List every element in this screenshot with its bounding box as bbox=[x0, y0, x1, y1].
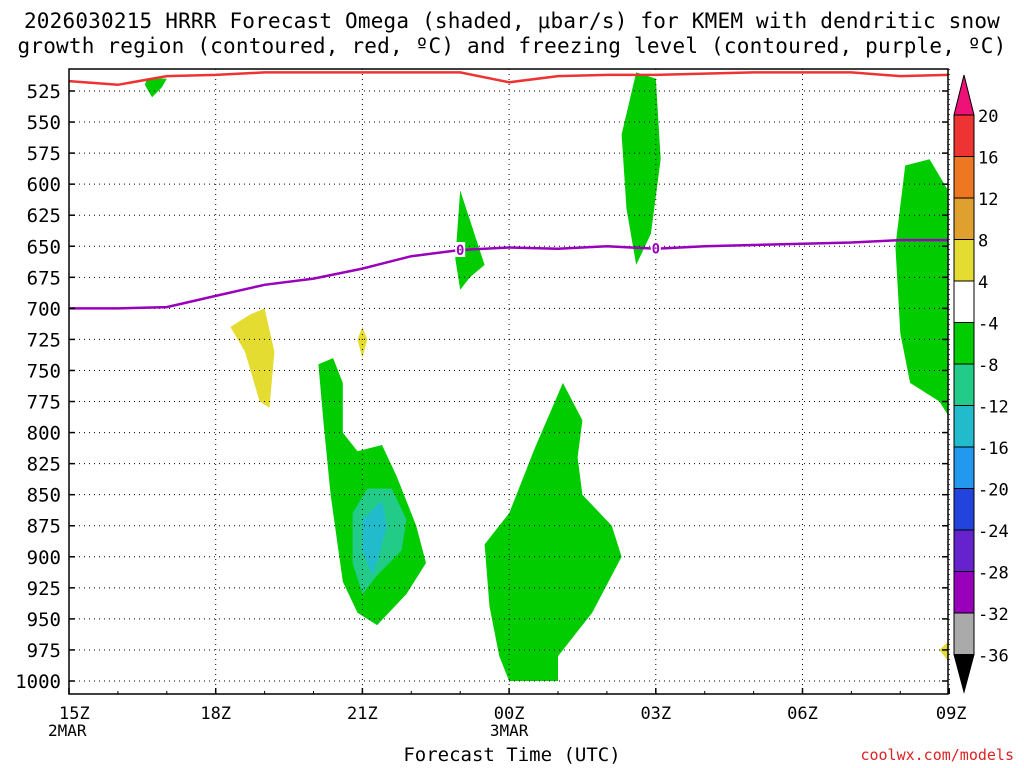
colorbar-label-5: -4 bbox=[978, 315, 998, 335]
y-tick-label-775: 775 bbox=[27, 392, 61, 414]
y-tick-label-550: 550 bbox=[27, 112, 61, 134]
colorbar-label-3: 8 bbox=[978, 232, 988, 252]
contour-line-5 bbox=[69, 238, 948, 310]
contour-label-1: 0 bbox=[652, 242, 660, 258]
colorbar-swatch-3 bbox=[953, 239, 975, 282]
y-tick-label-575: 575 bbox=[27, 143, 61, 165]
chart-title-line-1: 2026030215 HRRR Forecast Omega (shaded, … bbox=[23, 9, 1001, 33]
x-tick-label-1: 18Z bbox=[200, 704, 231, 724]
colorbar-swatch-7 bbox=[953, 405, 975, 448]
colorbar-swatch-1 bbox=[953, 156, 975, 199]
omega-region-6-0 bbox=[69, 695, 998, 700]
y-tick-label-900: 900 bbox=[27, 547, 61, 569]
colorbar-swatch-4 bbox=[953, 280, 975, 323]
omega-region-3-0 bbox=[230, 308, 275, 408]
colorbar-swatch-0 bbox=[953, 114, 975, 157]
y-tick-label-600: 600 bbox=[27, 174, 61, 196]
colorbar-label-9: -20 bbox=[978, 481, 1009, 501]
x-tick-label-6: 09Z bbox=[936, 704, 967, 724]
colorbar-top-arrow bbox=[953, 74, 975, 116]
colorbar-swatch-8 bbox=[953, 446, 975, 489]
x-tick-label-3: 00Z bbox=[494, 704, 525, 724]
colorbar-label-2: 12 bbox=[978, 190, 998, 210]
colorbar-swatch-5 bbox=[953, 322, 975, 365]
colorbar-label-6: -8 bbox=[978, 356, 998, 376]
colorbar-label-7: -12 bbox=[978, 398, 1009, 418]
omega-region-0-5 bbox=[895, 159, 948, 416]
y-tick-label-725: 725 bbox=[27, 329, 61, 351]
colorbar-label-10: -24 bbox=[978, 522, 1009, 542]
x-tick-label-4: 03Z bbox=[640, 704, 671, 724]
colorbar-swatch-10 bbox=[953, 529, 975, 572]
y-tick-label-825: 825 bbox=[27, 454, 61, 476]
omega-region-3-2 bbox=[939, 641, 948, 661]
omega-region-0-4 bbox=[484, 382, 622, 681]
y-tick-label-875: 875 bbox=[27, 516, 61, 538]
omega-region-3-1 bbox=[357, 327, 368, 359]
colorbar-label-11: -28 bbox=[978, 564, 1009, 584]
colorbar-swatch-2 bbox=[953, 197, 975, 240]
colorbar-swatch-6 bbox=[953, 363, 975, 406]
x-tick-sublabel-0-0: 2MAR bbox=[48, 721, 87, 740]
y-tick-label-975: 975 bbox=[27, 640, 61, 662]
colorbar-bottom-arrow bbox=[953, 654, 975, 694]
y-tick-label-800: 800 bbox=[27, 423, 61, 445]
y-tick-label-850: 850 bbox=[27, 485, 61, 507]
credit-link[interactable]: coolwx.com/models bbox=[860, 746, 1014, 764]
x-tick-label-5: 06Z bbox=[787, 704, 818, 724]
colorbar-swatch-12 bbox=[953, 612, 975, 655]
y-tick-label-625: 625 bbox=[27, 205, 61, 227]
x-tick-sublabel-3-0: 3MAR bbox=[490, 721, 529, 740]
colorbar-label-12: -32 bbox=[978, 605, 1009, 625]
omega-region-0-0 bbox=[144, 78, 167, 98]
x-tick-label-2: 21Z bbox=[347, 704, 378, 724]
contour-label-bg-0 bbox=[455, 241, 466, 257]
colorbar-label-4: 4 bbox=[978, 273, 988, 293]
omega-region-0-2 bbox=[455, 190, 485, 290]
colorbar-label-0: 20 bbox=[978, 107, 998, 127]
x-axis-label: Forecast Time (UTC) bbox=[403, 744, 621, 766]
y-tick-label-950: 950 bbox=[27, 609, 61, 631]
contour-label-bg-1 bbox=[650, 240, 661, 256]
colorbar-swatch-9 bbox=[953, 488, 975, 531]
chart-title-line-2: growth region (contoured, red, ºC) and f… bbox=[17, 34, 1007, 58]
y-tick-label-525: 525 bbox=[27, 81, 61, 103]
y-tick-label-675: 675 bbox=[27, 267, 61, 289]
omega-region-2-0 bbox=[362, 500, 387, 576]
x-tick-sublabel-0-1: 2026 bbox=[48, 737, 87, 740]
colorbar-label-13: -36 bbox=[978, 647, 1009, 667]
colorbar-swatch-11 bbox=[953, 571, 975, 614]
y-tick-label-925: 925 bbox=[27, 578, 61, 600]
colorbar-label-1: 16 bbox=[978, 149, 998, 169]
omega-region-0-3 bbox=[621, 72, 661, 265]
contour-line-4 bbox=[69, 71, 948, 87]
y-tick-label-1000: 1000 bbox=[15, 671, 61, 693]
contour-label-0: 0 bbox=[456, 243, 464, 259]
y-tick-label-650: 650 bbox=[27, 236, 61, 258]
colorbar-label-8: -16 bbox=[978, 439, 1009, 459]
x-tick-label-0: 15Z bbox=[59, 704, 90, 724]
chart-svg: 0 0 525 550 575 600 625 650 675 700 725 750 775 800 8… bbox=[15, 68, 1009, 740]
y-tick-label-700: 700 bbox=[27, 298, 61, 320]
y-tick-label-750: 750 bbox=[27, 360, 61, 382]
